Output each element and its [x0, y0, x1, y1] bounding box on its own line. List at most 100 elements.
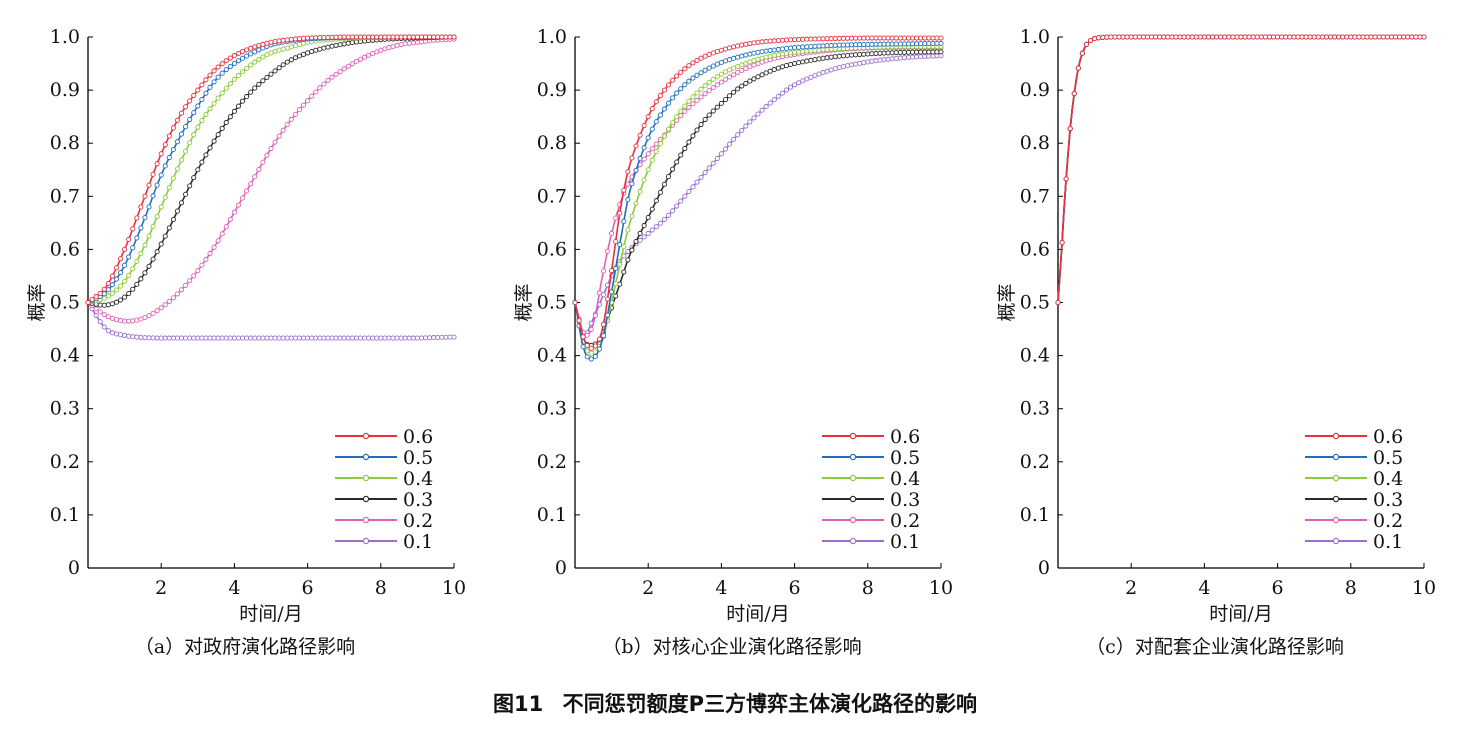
data-point	[113, 276, 120, 282]
data-point	[881, 57, 887, 63]
data-point	[231, 209, 237, 215]
data-point	[1059, 240, 1065, 246]
data-point	[682, 193, 688, 199]
data-point	[678, 108, 684, 114]
data-point	[844, 42, 851, 48]
data-point	[219, 90, 225, 96]
data-point	[386, 45, 392, 51]
data-point	[698, 94, 704, 100]
series-line	[1057, 36, 1424, 303]
data-point	[674, 114, 680, 120]
legend-item: 0.5	[1305, 447, 1403, 469]
data-point	[580, 334, 586, 340]
series-0.3	[1055, 34, 1427, 306]
legend-item: 0.3	[1305, 489, 1403, 511]
y-tick-label: 0	[68, 557, 80, 579]
data-point	[276, 65, 282, 71]
data-point	[199, 335, 205, 341]
data-point	[288, 335, 294, 341]
data-point	[710, 160, 716, 166]
data-point	[930, 35, 936, 41]
series-0.6	[1055, 34, 1427, 306]
data-point	[926, 49, 932, 55]
legend-item: 0.2	[335, 510, 433, 532]
data-point	[682, 108, 688, 114]
data-point	[926, 35, 932, 41]
data-point	[657, 189, 663, 195]
y-tick-label: 0.8	[1020, 132, 1050, 154]
data-point	[641, 223, 647, 229]
data-point	[901, 41, 907, 47]
data-point	[897, 55, 903, 61]
series-line	[574, 54, 942, 336]
data-point	[853, 35, 859, 41]
legend-marker	[362, 516, 370, 524]
data-point	[317, 335, 323, 341]
data-point	[588, 345, 594, 351]
data-point	[885, 50, 891, 56]
data-point	[755, 39, 761, 45]
data-point	[670, 208, 676, 214]
data-point	[1344, 34, 1350, 40]
legend-marker	[849, 495, 857, 503]
data-point	[844, 52, 851, 59]
data-point	[718, 59, 724, 66]
data-point	[1266, 34, 1273, 40]
data-point	[751, 62, 757, 68]
data-point	[613, 265, 619, 271]
data-point	[665, 82, 672, 88]
data-point	[909, 49, 916, 55]
data-point	[170, 146, 176, 153]
data-point	[272, 68, 278, 74]
data-point	[901, 35, 907, 41]
data-point	[926, 41, 932, 47]
data-point	[305, 35, 311, 41]
data-point	[113, 317, 120, 323]
data-point	[649, 227, 655, 233]
data-point	[187, 183, 193, 189]
data-point	[800, 44, 806, 50]
data-point	[105, 293, 111, 299]
data-point	[382, 46, 388, 52]
data-point	[97, 309, 103, 315]
data-point	[751, 57, 757, 64]
data-point	[1136, 34, 1142, 40]
data-point	[763, 70, 769, 76]
y-tick-label: 0.8	[537, 132, 567, 154]
x-axis-label: 时间/月	[726, 603, 789, 625]
data-point	[398, 335, 404, 341]
data-point	[252, 174, 258, 180]
data-point	[918, 49, 924, 55]
data-point	[909, 35, 916, 41]
data-point	[816, 36, 822, 42]
data-point	[1315, 34, 1321, 40]
data-point	[126, 333, 132, 339]
data-point	[227, 81, 233, 87]
data-point	[451, 34, 457, 40]
data-point	[722, 58, 729, 64]
data-point	[235, 335, 242, 341]
series-line	[1057, 36, 1424, 303]
data-point	[771, 67, 777, 73]
data-point	[722, 97, 729, 103]
data-point	[1157, 34, 1163, 40]
data-point	[329, 34, 335, 40]
data-point	[877, 57, 883, 63]
data-point	[857, 35, 863, 41]
legend-item: 0.3	[335, 489, 433, 511]
legend: 0.60.50.40.30.20.1	[335, 426, 433, 553]
data-point	[138, 276, 144, 282]
data-point	[183, 124, 189, 130]
data-point	[284, 37, 290, 43]
data-point	[317, 46, 323, 52]
data-point	[276, 335, 282, 341]
data-point	[313, 335, 319, 341]
legend-marker	[849, 453, 857, 461]
data-point	[239, 69, 246, 75]
data-point	[653, 198, 659, 204]
data-point	[162, 163, 168, 169]
data-point	[93, 312, 99, 318]
data-point	[280, 62, 286, 68]
data-point	[296, 41, 303, 48]
data-point	[649, 126, 655, 132]
